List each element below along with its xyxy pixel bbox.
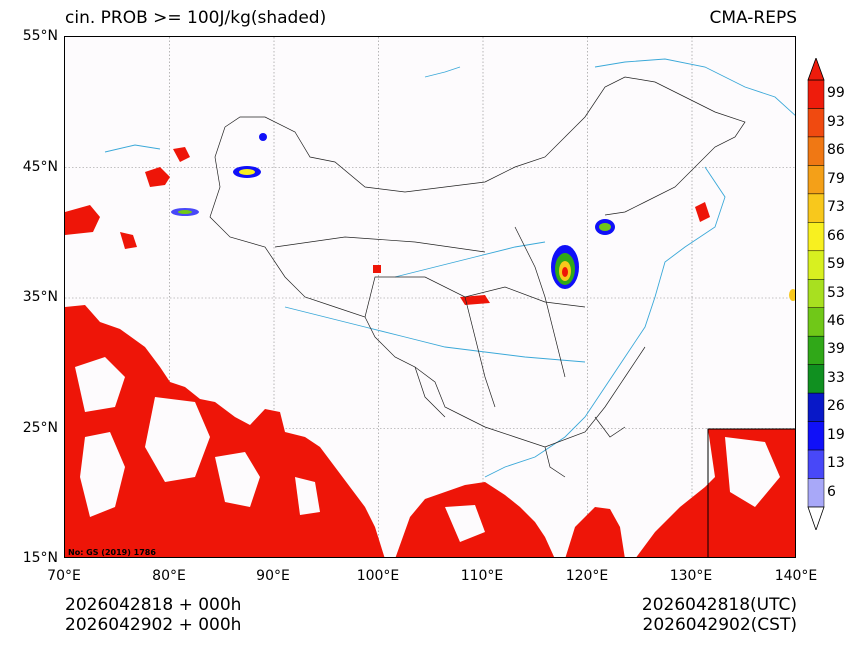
colorbar-tick-label: 39 xyxy=(827,341,845,358)
colorbar-tick-label: 19 xyxy=(827,426,845,443)
unshaded-gaps xyxy=(75,357,780,542)
colorbar-tick-label: 86 xyxy=(827,142,845,159)
colorbar-cell xyxy=(807,449,825,479)
boundaries xyxy=(209,76,746,478)
colorbar-cell xyxy=(807,335,825,365)
lon-label-130: 130°E xyxy=(669,568,713,584)
colorbar-cell xyxy=(807,307,825,337)
lat-label-15: 15°N xyxy=(22,550,58,566)
utc-time-line: 2026042818(UTC) xyxy=(641,595,797,615)
map-review-number: No: GS (2019) 1786 xyxy=(68,548,156,557)
coastline xyxy=(104,58,795,478)
forecast-time-left: 2026042818 + 000h 2026042902 + 000h xyxy=(65,595,241,635)
colorbar-cell xyxy=(807,193,825,223)
colorbar-cell xyxy=(807,222,825,252)
colorbar-cells xyxy=(807,79,825,508)
lon-label-90: 90°E xyxy=(256,568,290,584)
colorbar-cell xyxy=(807,364,825,394)
lon-label-80: 80°E xyxy=(152,568,186,584)
inset-map xyxy=(707,428,795,557)
colorbar-tick-label: 26 xyxy=(827,398,845,415)
forecast-time-right: 2026042818(UTC) 2026042902(CST) xyxy=(642,595,797,635)
colorbar-tick-label: 99 xyxy=(827,85,845,102)
colorbar-cell xyxy=(807,165,825,195)
colorbar-tick-label: 6 xyxy=(827,483,836,500)
chart-title: cin. PROB >= 100J/kg(shaded) xyxy=(65,8,327,28)
colorbar-cell xyxy=(807,136,825,166)
colorbar-cell xyxy=(807,79,825,109)
lat-label-35: 35°N xyxy=(22,289,58,305)
lon-label-70: 70°E xyxy=(47,568,81,584)
lon-label-140: 140°E xyxy=(774,568,818,584)
colorbar-tick-label: 46 xyxy=(827,312,845,329)
lon-label-100: 100°E xyxy=(356,568,400,584)
map-canvas xyxy=(65,37,795,557)
colorbar-cell xyxy=(807,392,825,422)
cst-time-line: 2026042902(CST) xyxy=(642,615,797,635)
lon-label-110: 110°E xyxy=(460,568,504,584)
init-time-line: 2026042818 + 000h xyxy=(65,595,242,615)
colorbar-cell xyxy=(807,279,825,308)
lat-label-55: 55°N xyxy=(22,28,58,44)
valid-time-line: 2026042902 + 000h xyxy=(65,615,242,635)
colorbar-cell xyxy=(807,478,825,508)
colorbar-cell xyxy=(807,421,825,451)
colorbar-top-arrow xyxy=(807,58,825,81)
shaded-prob-area xyxy=(65,147,795,557)
colorbar xyxy=(807,58,825,530)
colorbar-tick-label: 59 xyxy=(827,256,845,273)
colorbar-tick-label: 66 xyxy=(827,227,845,244)
colorbar-tick-label: 53 xyxy=(827,284,845,301)
model-name: CMA-REPS xyxy=(709,8,797,28)
colorbar-cell xyxy=(807,250,825,280)
lon-label-120: 120°E xyxy=(565,568,609,584)
contour-blobs xyxy=(171,133,795,301)
colorbar-bottom-arrow xyxy=(807,506,825,530)
colorbar-tick-label: 33 xyxy=(827,369,845,386)
map-plot-area xyxy=(64,36,796,558)
lat-label-45: 45°N xyxy=(22,159,58,175)
lat-label-25: 25°N xyxy=(22,420,58,436)
colorbar-tick-label: 93 xyxy=(827,113,845,130)
colorbar-tick-label: 13 xyxy=(827,455,845,472)
colorbar-tick-label: 73 xyxy=(827,199,845,216)
colorbar-tick-label: 79 xyxy=(827,170,845,187)
colorbar-cell xyxy=(807,108,825,138)
